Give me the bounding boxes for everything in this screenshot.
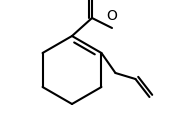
- Text: O: O: [107, 9, 117, 23]
